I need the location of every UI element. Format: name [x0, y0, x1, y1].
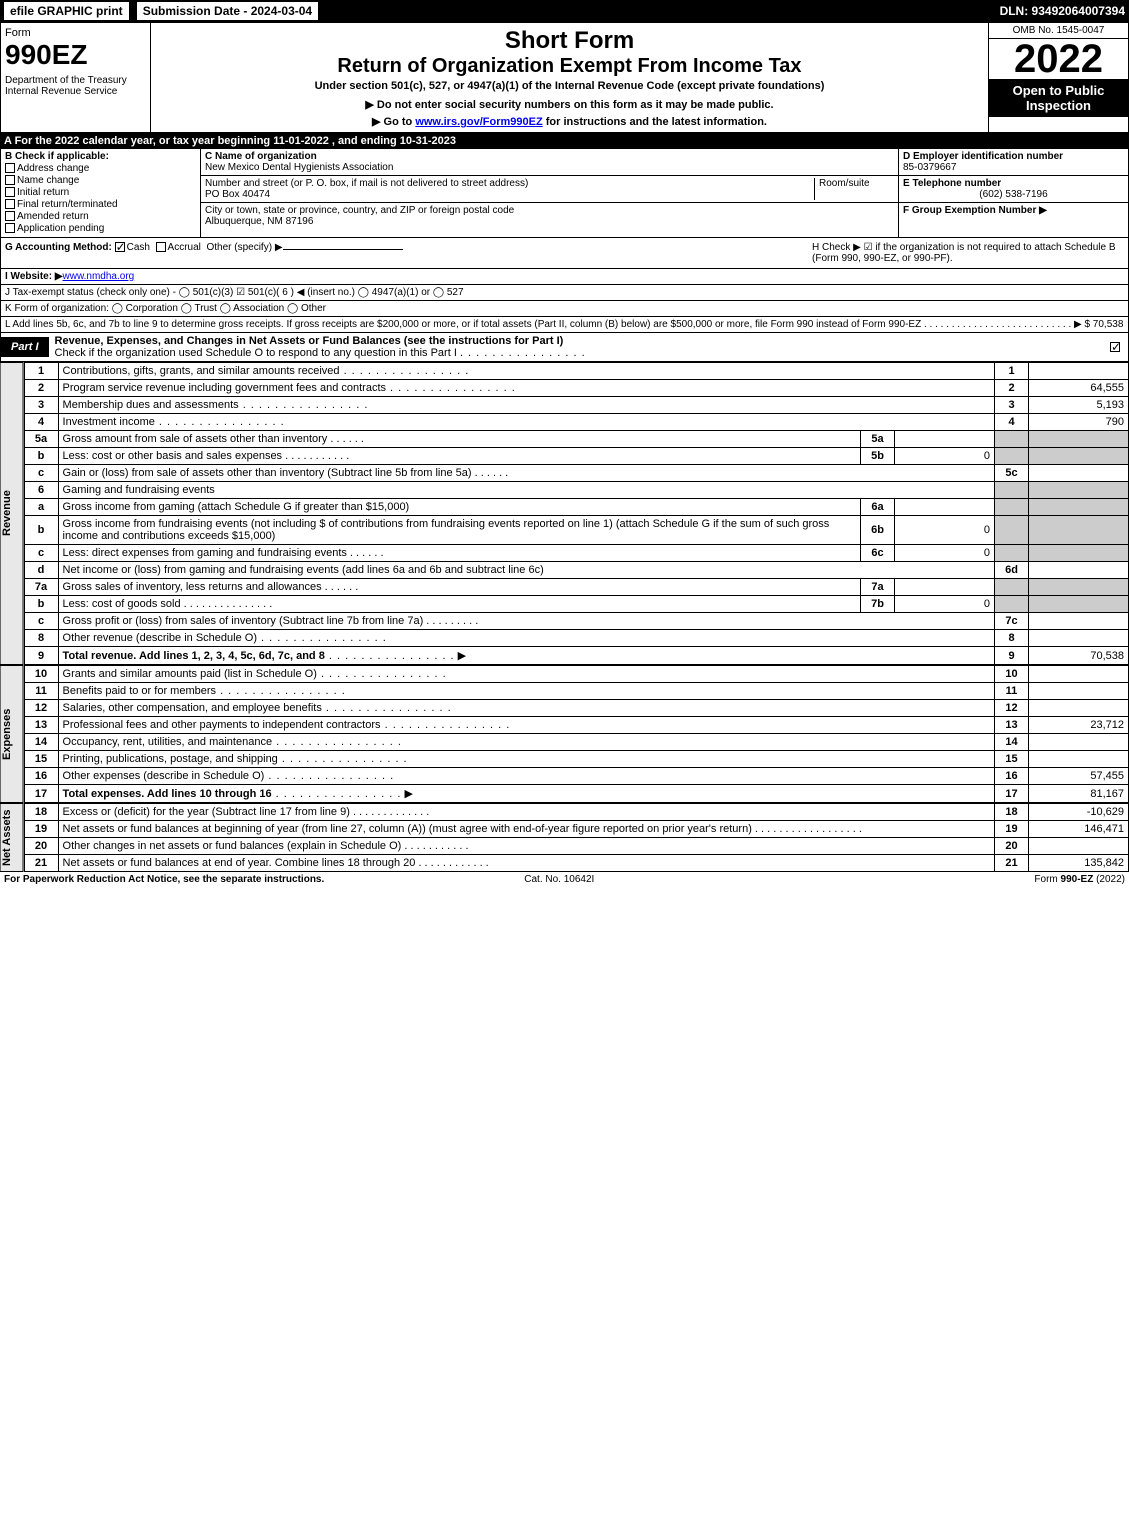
- ein: 85-0379667: [903, 162, 1124, 173]
- form-ref: Form 990-EZ (2022): [1034, 874, 1125, 885]
- room-suite-label: Room/suite: [814, 178, 894, 200]
- department: Department of the Treasury Internal Reve…: [5, 75, 146, 97]
- box-def: D Employer identification number 85-0379…: [898, 149, 1128, 237]
- line-2: 2Program service revenue including gover…: [24, 380, 1128, 397]
- box-j: J Tax-exempt status (check only one) - ◯…: [0, 285, 1129, 301]
- line-15: 15Printing, publications, postage, and s…: [24, 751, 1128, 768]
- line-5b: bLess: cost or other basis and sales exp…: [24, 448, 1128, 465]
- under-section: Under section 501(c), 527, or 4947(a)(1)…: [155, 80, 984, 92]
- line-16: 16Other expenses (describe in Schedule O…: [24, 768, 1128, 785]
- chk-final-return[interactable]: Final return/terminated: [5, 199, 196, 210]
- street: PO Box 40474: [205, 189, 270, 200]
- line-6: 6Gaming and fundraising events: [24, 482, 1128, 499]
- website-link[interactable]: www.nmdha.org: [63, 271, 135, 282]
- return-title: Return of Organization Exempt From Incom…: [155, 55, 984, 78]
- chk-application-pending[interactable]: Application pending: [5, 223, 196, 234]
- gh-row: G Accounting Method: Cash Accrual Other …: [0, 238, 1129, 269]
- part1-checkbox[interactable]: [1110, 341, 1128, 353]
- header-left: Form 990EZ Department of the Treasury In…: [1, 23, 151, 132]
- box-b-title: B Check if applicable:: [5, 151, 196, 162]
- chk-cash[interactable]: [115, 242, 125, 252]
- box-c: C Name of organization New Mexico Dental…: [201, 149, 898, 237]
- revenue-table: 1Contributions, gifts, grants, and simil…: [24, 362, 1129, 665]
- revenue-side-label: Revenue: [0, 362, 24, 665]
- phone-label: E Telephone number: [903, 178, 1124, 189]
- form-label: Form: [5, 27, 146, 39]
- submission-date: Submission Date - 2024-03-04: [137, 2, 318, 20]
- goto-note: ▶ Go to www.irs.gov/Form990EZ for instru…: [155, 115, 984, 128]
- part1-header: Part I Revenue, Expenses, and Changes in…: [0, 333, 1129, 362]
- box-l: L Add lines 5b, 6c, and 7b to line 9 to …: [0, 317, 1129, 333]
- chk-initial-return[interactable]: Initial return: [5, 187, 196, 198]
- short-form-title: Short Form: [155, 27, 984, 55]
- line-11: 11Benefits paid to or for members11: [24, 683, 1128, 700]
- section-a: A For the 2022 calendar year, or tax yea…: [0, 133, 1129, 149]
- part1-title: Revenue, Expenses, and Changes in Net As…: [49, 333, 1110, 361]
- line-12: 12Salaries, other compensation, and empl…: [24, 700, 1128, 717]
- box-k: K Form of organization: ◯ Corporation ◯ …: [0, 301, 1129, 317]
- line-6a: aGross income from gaming (attach Schedu…: [24, 499, 1128, 516]
- line-21: 21Net assets or fund balances at end of …: [24, 855, 1128, 872]
- inspection-badge: Open to Public Inspection: [989, 79, 1128, 117]
- line-1: 1Contributions, gifts, grants, and simil…: [24, 363, 1128, 380]
- netassets-table: 18Excess or (deficit) for the year (Subt…: [24, 803, 1129, 872]
- part1-tag: Part I: [1, 337, 49, 357]
- org-name-label: C Name of organization: [205, 151, 317, 162]
- line-9: 9Total revenue. Add lines 1, 2, 3, 4, 5c…: [24, 647, 1128, 665]
- line-7a: 7aGross sales of inventory, less returns…: [24, 579, 1128, 596]
- expenses-table: 10Grants and similar amounts paid (list …: [24, 665, 1129, 803]
- line-7c: cGross profit or (loss) from sales of in…: [24, 613, 1128, 630]
- line-4: 4Investment income4790: [24, 414, 1128, 431]
- box-h: H Check ▶ ☑ if the organization is not r…: [804, 242, 1124, 264]
- line-20: 20Other changes in net assets or fund ba…: [24, 838, 1128, 855]
- form-number: 990EZ: [5, 39, 146, 71]
- line-13: 13Professional fees and other payments t…: [24, 717, 1128, 734]
- box-i: I Website: ▶www.nmdha.org: [0, 269, 1129, 285]
- header-right: OMB No. 1545-0047 2022 Open to Public In…: [988, 23, 1128, 132]
- chk-address-change[interactable]: Address change: [5, 163, 196, 174]
- irs-link[interactable]: www.irs.gov/Form990EZ: [415, 116, 542, 128]
- line-5a: 5aGross amount from sale of assets other…: [24, 431, 1128, 448]
- line-5c: cGain or (loss) from sale of assets othe…: [24, 465, 1128, 482]
- ein-label: D Employer identification number: [903, 151, 1124, 162]
- group-exemption-label: F Group Exemption Number ▶: [903, 205, 1124, 216]
- street-label: Number and street (or P. O. box, if mail…: [205, 178, 528, 189]
- line-6b: bGross income from fundraising events (n…: [24, 516, 1128, 545]
- line-19: 19Net assets or fund balances at beginni…: [24, 821, 1128, 838]
- line-18: 18Excess or (deficit) for the year (Subt…: [24, 804, 1128, 821]
- netassets-side-label: Net Assets: [0, 803, 24, 872]
- chk-amended-return[interactable]: Amended return: [5, 211, 196, 222]
- paperwork-notice: For Paperwork Reduction Act Notice, see …: [4, 874, 324, 885]
- org-name: New Mexico Dental Hygienists Association: [205, 162, 393, 173]
- line-17: 17Total expenses. Add lines 10 through 1…: [24, 785, 1128, 803]
- city: Albuquerque, NM 87196: [205, 216, 313, 227]
- cat-no: Cat. No. 10642I: [524, 874, 594, 885]
- phone: (602) 538-7196: [903, 189, 1124, 200]
- dln: DLN: 93492064007394: [1000, 4, 1125, 18]
- chk-name-change[interactable]: Name change: [5, 175, 196, 186]
- line-7b: bLess: cost of goods sold . . . . . . . …: [24, 596, 1128, 613]
- line-14: 14Occupancy, rent, utilities, and mainte…: [24, 734, 1128, 751]
- header-mid: Short Form Return of Organization Exempt…: [151, 23, 988, 132]
- footer: For Paperwork Reduction Act Notice, see …: [0, 872, 1129, 887]
- expenses-side-label: Expenses: [0, 665, 24, 803]
- box-g: G Accounting Method: Cash Accrual Other …: [5, 242, 804, 264]
- efile-label: efile GRAPHIC print: [4, 2, 129, 20]
- form-header: Form 990EZ Department of the Treasury In…: [0, 22, 1129, 133]
- line-6c: cLess: direct expenses from gaming and f…: [24, 545, 1128, 562]
- line-6d: dNet income or (loss) from gaming and fu…: [24, 562, 1128, 579]
- ssn-note: ▶ Do not enter social security numbers o…: [155, 98, 984, 111]
- chk-accrual[interactable]: [156, 242, 166, 252]
- tax-year: 2022: [989, 39, 1128, 79]
- city-label: City or town, state or province, country…: [205, 205, 514, 216]
- box-b: B Check if applicable: Address change Na…: [1, 149, 201, 237]
- line-3: 3Membership dues and assessments35,193: [24, 397, 1128, 414]
- line-10: 10Grants and similar amounts paid (list …: [24, 666, 1128, 683]
- bcdef-row: B Check if applicable: Address change Na…: [0, 149, 1129, 238]
- line-8: 8Other revenue (describe in Schedule O)8: [24, 630, 1128, 647]
- top-bar: efile GRAPHIC print Submission Date - 20…: [0, 0, 1129, 22]
